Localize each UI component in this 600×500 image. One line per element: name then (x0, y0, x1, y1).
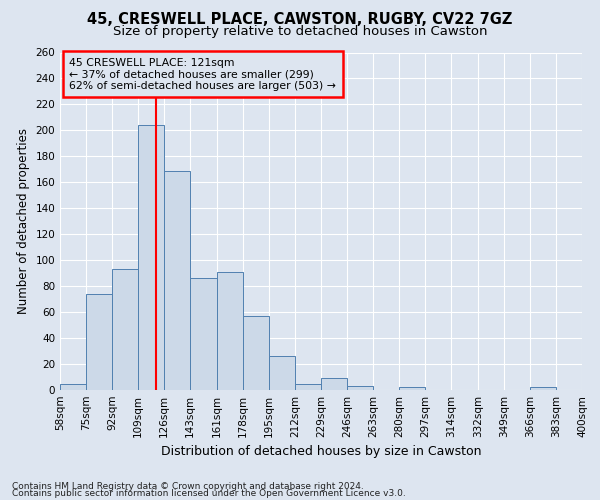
Bar (295, 384, 321, 390)
Bar (530, 388, 556, 390)
Bar (321, 378, 347, 390)
Bar (217, 272, 243, 390)
Bar (347, 386, 373, 390)
Text: Size of property relative to detached houses in Cawston: Size of property relative to detached ho… (113, 25, 487, 38)
Bar (243, 316, 269, 390)
Bar (86, 294, 112, 390)
Text: Contains HM Land Registry data © Crown copyright and database right 2024.: Contains HM Land Registry data © Crown c… (12, 482, 364, 491)
Bar (138, 125, 164, 390)
X-axis label: Distribution of detached houses by size in Cawston: Distribution of detached houses by size … (161, 446, 481, 458)
Bar (164, 170, 190, 390)
Bar (112, 270, 138, 390)
Y-axis label: Number of detached properties: Number of detached properties (17, 128, 30, 314)
Bar (60, 384, 86, 390)
Bar (399, 388, 425, 390)
Text: 45, CRESWELL PLACE, CAWSTON, RUGBY, CV22 7GZ: 45, CRESWELL PLACE, CAWSTON, RUGBY, CV22… (88, 12, 512, 28)
Bar (190, 278, 217, 390)
Text: 45 CRESWELL PLACE: 121sqm
← 37% of detached houses are smaller (299)
62% of semi: 45 CRESWELL PLACE: 121sqm ← 37% of detac… (69, 58, 336, 91)
Bar (269, 356, 295, 390)
Text: Contains public sector information licensed under the Open Government Licence v3: Contains public sector information licen… (12, 489, 406, 498)
